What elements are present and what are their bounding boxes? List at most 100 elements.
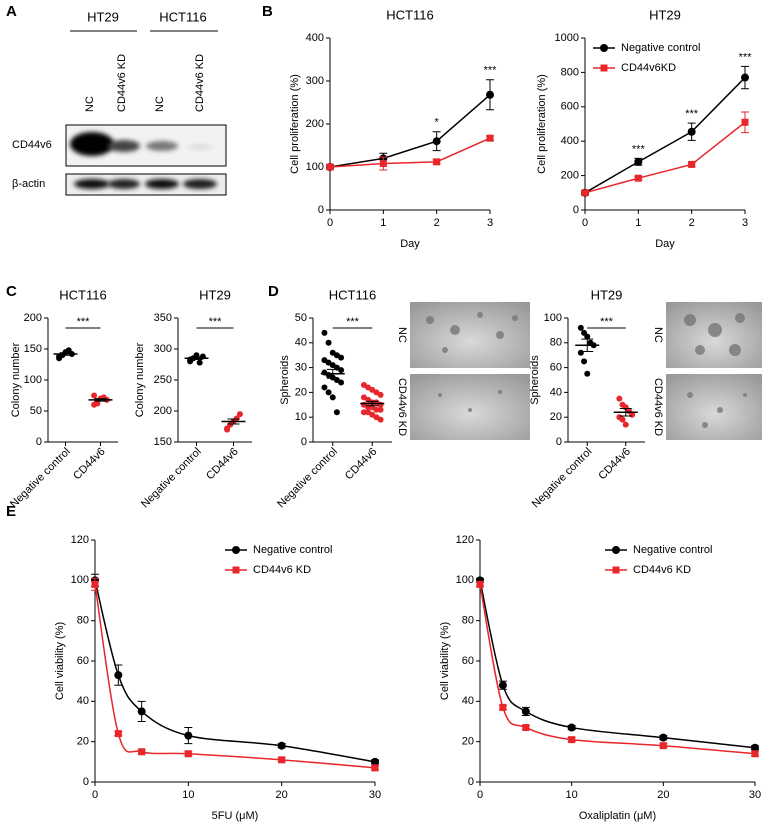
micrograph [666,374,762,440]
y-tick-label: 400 [561,135,579,147]
lane-label: CD44v6 KD [194,54,206,112]
series-line [584,121,746,194]
marker [634,174,642,182]
y-tick-label: 100 [544,312,562,324]
legend-label: Negative control [633,544,713,556]
x-axis-label: Day [655,238,675,250]
sem-bar [190,356,203,361]
y-axis-label: Colony number [134,342,146,417]
marker [741,118,749,126]
legend-label: CD44v6 KD [633,564,691,576]
y-axis-label: Cell proliferation (%) [536,74,548,174]
data-point [224,426,231,433]
marker [659,742,667,750]
y-tick-label: 250 [154,374,172,386]
marker [741,73,749,82]
x-axis-label: 5FU (μM) [212,810,259,822]
data-point [619,416,626,423]
row-label: β-actin [12,178,45,190]
x-tick-label: 1 [635,217,641,229]
marker [326,163,334,171]
marker [612,546,620,554]
y-tick-label: 60 [77,655,89,667]
x-tick-label: CD44v6 [343,446,380,483]
sem-bar [59,352,72,356]
marker [278,756,286,764]
data-point [329,394,336,401]
y-axis-label: Spheroids [279,355,291,405]
y-tick-label: 150 [154,436,172,448]
y-tick-label: 100 [71,574,89,586]
marker [232,566,240,574]
marker [91,580,99,588]
marker [751,750,759,758]
chart-title: HT29 [591,287,623,302]
marker [499,703,507,711]
data-point [325,389,332,396]
series-line [329,94,491,168]
y-tick-label: 20 [462,736,474,748]
sem-bar [326,368,339,379]
data-point [236,411,243,418]
y-axis-label: Spheroids [529,355,541,405]
y-tick-label: 0 [573,204,579,216]
data-point [377,406,384,413]
marker [114,730,122,738]
y-tick-label: 60 [462,655,474,667]
y-tick-label: 50 [30,405,42,417]
y-tick-label: 20 [295,386,307,398]
band [74,179,110,189]
significance: *** [632,143,646,155]
marker [432,137,441,146]
x-tick-label: Negative control [8,446,73,511]
band [146,141,178,151]
y-tick-label: 0 [318,204,324,216]
marker [371,764,379,772]
lane-label: NC [84,96,96,112]
x-tick-label: 2 [689,217,695,229]
data-point [360,409,367,416]
series-line [94,580,376,763]
data-point [233,415,240,422]
row-label: CD44v6 [12,139,52,151]
series-line [479,580,756,749]
significance: *** [685,108,699,120]
data-point [373,406,380,413]
x-tick-label: 0 [92,789,98,801]
marker [232,546,240,554]
x-tick-label: CD44v6 [71,446,108,483]
micrographs: NC CD44v6 KD NC CD44v6 KD [396,302,762,440]
legend-label: Negative control [621,42,701,54]
data-point [338,379,345,386]
y-tick-label: 40 [462,695,474,707]
data-point [321,329,328,336]
x-tick-label: 0 [582,217,588,229]
data-point [94,400,101,407]
marker [612,566,620,574]
y-axis-label: Colony number [10,342,22,417]
data-point [584,333,591,340]
significance: *** [600,316,614,328]
data-point [616,395,623,402]
y-tick-label: 20 [77,736,89,748]
series-line [94,584,376,769]
x-tick-label: Negative control [275,446,340,511]
y-tick-label: 80 [462,615,474,627]
marker [138,748,146,756]
x-tick-label: CD44v6 [204,446,241,483]
data-point [622,421,629,428]
marker [687,127,696,136]
panel-label: E [6,503,16,520]
band [188,144,212,150]
data-point [325,339,332,346]
marker [137,707,146,716]
marker [600,44,608,52]
y-tick-label: 80 [550,337,562,349]
data-point [577,349,584,356]
x-tick-label: 2 [434,217,440,229]
x-tick-label: 30 [749,789,761,801]
cell-line-label: HT29 [87,9,119,24]
y-axis-label: Cell viability (%) [439,622,451,700]
data-point [333,409,340,416]
